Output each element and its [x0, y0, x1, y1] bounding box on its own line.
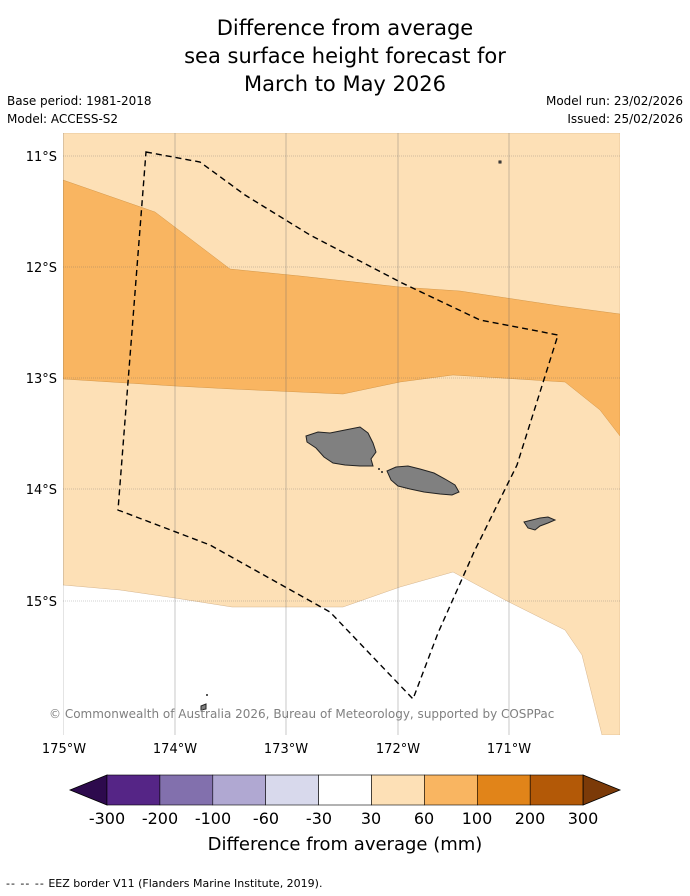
lon-label: 174°W [153, 742, 197, 757]
lat-labels: 11°S 12°S 13°S 14°S 15°S [26, 150, 57, 610]
eez-legend-symbol: -- -- -- [6, 877, 45, 890]
colorbar-segment [371, 774, 425, 806]
islet [206, 694, 208, 696]
lat-label: 12°S [26, 261, 57, 276]
lat-label: 13°S [26, 372, 57, 387]
colorbar-segment [265, 774, 319, 806]
legend-footer: -- -- -- EEZ border V11 (Flanders Marine… [6, 877, 322, 890]
issued-date: Issued: 25/02/2026 [567, 112, 683, 126]
island-savaii [305, 426, 377, 467]
colorbar-tick: 300 [568, 809, 599, 828]
colorbar-label: Difference from average (mm) [208, 834, 483, 855]
colorbar-segment [529, 774, 584, 806]
colorbar-under-arrow [68, 774, 108, 806]
eez-border [117, 151, 559, 701]
map-area [63, 133, 620, 735]
colorbar-tick: -30 [306, 809, 332, 828]
grid-lines [63, 133, 620, 735]
lon-label: 172°W [376, 742, 420, 757]
zone-60-100 [63, 179, 620, 437]
colorbar-over-arrow [582, 774, 622, 806]
map-title: Difference from average sea surface heig… [0, 14, 690, 98]
colorbar-tick: -200 [142, 809, 178, 828]
colorbar-segment [212, 774, 267, 806]
colorbar-tick: -100 [195, 809, 231, 828]
base-period: Base period: 1981-2018 [7, 94, 152, 108]
colorbar-segment [106, 774, 161, 806]
colorbar-tick: 30 [361, 809, 381, 828]
model-run: Model run: 23/02/2026 [545, 94, 683, 108]
colorbar-segment [424, 774, 478, 806]
lon-label: 171°W [487, 742, 531, 757]
lon-labels: 175°W 174°W 173°W 172°W 171°W [42, 742, 531, 757]
title-line-2: sea surface height forecast for [184, 44, 506, 68]
model-name: Model: ACCESS-S2 [7, 112, 119, 126]
lon-label: 173°W [264, 742, 308, 757]
colorbar-tick: -300 [89, 809, 125, 828]
lat-label: 15°S [26, 595, 57, 610]
lat-label: 11°S [26, 150, 57, 165]
colorbar-segment [476, 774, 531, 806]
colorbar-segment [318, 774, 372, 806]
lon-label: 175°W [42, 742, 86, 757]
colorbar-ticks: -300 -200 -100 -60 -30 30 60 100 200 300 [89, 809, 598, 828]
meta-right: Model run: 23/02/2026 Issued: 25/02/2026 [546, 93, 683, 129]
meta-left: Base period: 1981-2018 Model: ACCESS-S2 [7, 93, 152, 129]
colorbar-tick: -60 [253, 809, 279, 828]
copyright-text: © Commonwealth of Australia 2026, Bureau… [49, 707, 554, 721]
lat-label: 14°S [26, 483, 57, 498]
colorbar-tick: 100 [462, 809, 493, 828]
islet [381, 471, 383, 473]
colorbar-segment [159, 774, 214, 806]
colorbar-tick: 200 [515, 809, 546, 828]
title-line-3: March to May 2026 [244, 72, 446, 96]
islet [378, 468, 380, 470]
eez-legend-text: EEZ border V11 (Flanders Marine Institut… [48, 877, 323, 890]
island-tutuila [523, 516, 557, 531]
island-swains [498, 160, 502, 164]
colorbar [68, 774, 622, 806]
island-small-south [200, 703, 207, 711]
island-upolu [386, 465, 460, 496]
colorbar-tick: 60 [414, 809, 434, 828]
title-line-1: Difference from average [216, 16, 474, 40]
